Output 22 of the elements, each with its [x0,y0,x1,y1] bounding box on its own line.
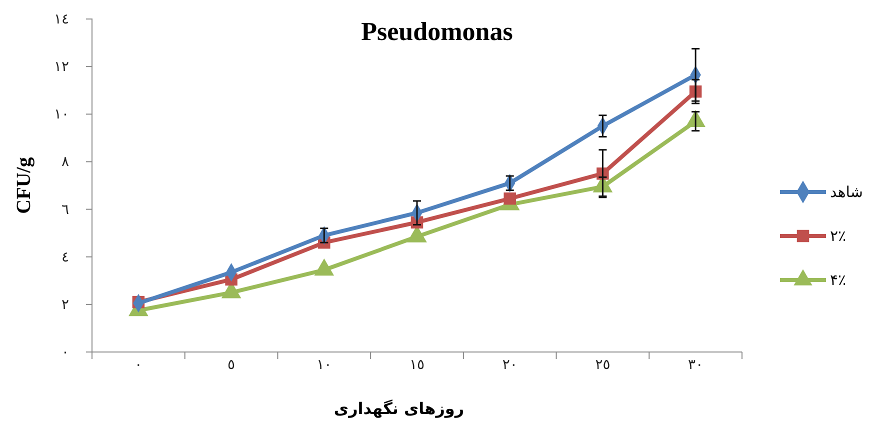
x-axis-title: روزهای نگهداری [334,399,464,418]
x-tick-label: ٢٠ [502,357,518,373]
y-tick-label: ٠ [61,344,69,360]
legend-label: ۲٪ [830,227,846,245]
legend-label: شاهد [830,183,863,201]
legend-label: ۴٪ [830,271,846,289]
chart-title: Pseudomonas [361,17,513,46]
y-tick-label: ٦ [61,202,69,218]
x-tick-label: ١٠ [316,357,332,373]
y-tick-label: ٨ [61,154,70,170]
point [504,192,516,205]
x-tick-label: ٢٥ [595,357,610,373]
y-tick-label: ٢ [61,296,69,313]
x-tick-label: ٣٠ [688,357,704,373]
y-tick-label: ١٠ [54,106,69,123]
y-axis-title: CFU/g [13,157,35,214]
y-tick-label: ٤ [61,249,69,266]
x-tick-label: ٥ [228,357,236,373]
y-tick-label: ١٢ [54,59,69,76]
y-tick-label: ١٤ [54,11,69,28]
x-tick-label: ١٥ [409,357,425,373]
x-tick-label: ٠ [134,357,142,373]
